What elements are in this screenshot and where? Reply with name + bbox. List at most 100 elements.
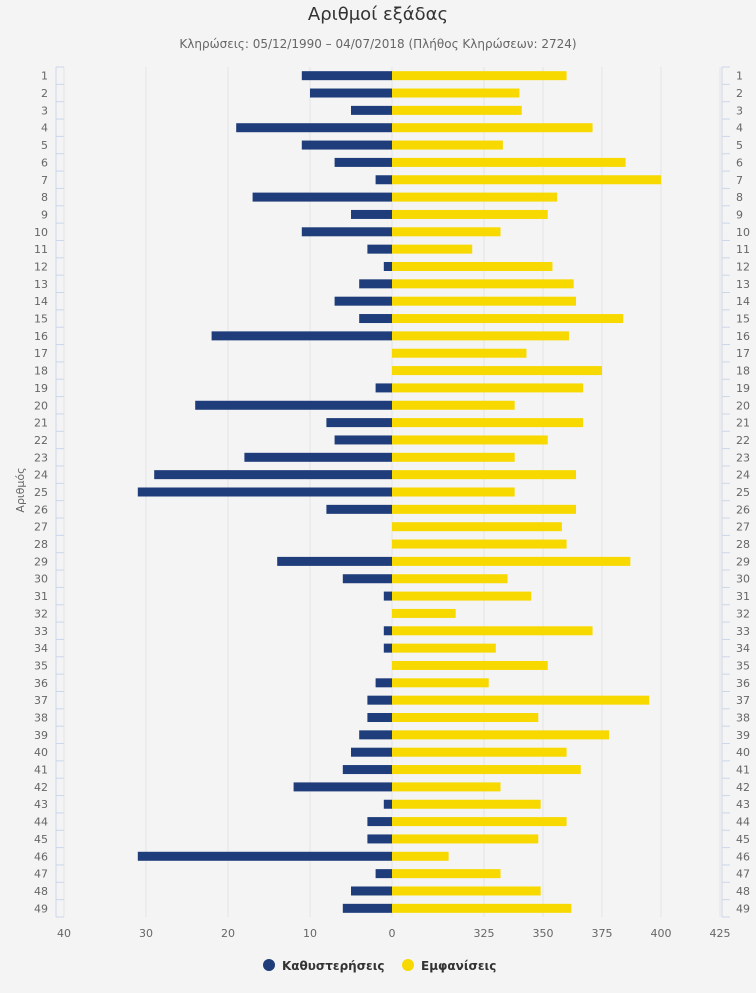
category-label-left: 35 — [34, 659, 48, 672]
bar-delay[interactable] — [351, 209, 392, 219]
bar-appearance[interactable] — [392, 626, 593, 636]
bar-appearance[interactable] — [392, 782, 501, 792]
bar-appearance[interactable] — [392, 799, 541, 809]
bar-appearance[interactable] — [392, 608, 456, 618]
bar-delay[interactable] — [334, 157, 392, 167]
bar-appearance[interactable] — [392, 869, 501, 879]
bar-delay[interactable] — [293, 782, 392, 792]
bar-appearance[interactable] — [392, 695, 650, 705]
bar-appearance[interactable] — [392, 296, 577, 306]
bar-appearance[interactable] — [392, 903, 572, 913]
bar-delay[interactable] — [375, 869, 392, 879]
bar-delay[interactable] — [301, 140, 392, 150]
bar-delay[interactable] — [277, 556, 392, 566]
legend[interactable]: Καθυστερήσεις Εμφανίσεις — [263, 959, 496, 973]
bar-appearance[interactable] — [392, 765, 581, 775]
bar-appearance[interactable] — [392, 851, 449, 861]
bar-delay[interactable] — [383, 591, 392, 601]
bar-appearance[interactable] — [392, 452, 515, 462]
bar-delay[interactable] — [326, 504, 392, 514]
bar-delay[interactable] — [195, 400, 392, 410]
bar-delay[interactable] — [211, 331, 392, 341]
bar-delay[interactable] — [342, 903, 392, 913]
bar-delay[interactable] — [383, 626, 392, 636]
bar-delay[interactable] — [137, 851, 392, 861]
bar-delay[interactable] — [383, 799, 392, 809]
bar-appearance[interactable] — [392, 539, 567, 549]
bar-delay[interactable] — [375, 383, 392, 393]
bar-delay[interactable] — [351, 105, 392, 115]
bar-appearance[interactable] — [392, 71, 567, 81]
bar-appearance[interactable] — [392, 227, 501, 237]
bar-delay[interactable] — [326, 418, 392, 428]
bar-appearance[interactable] — [392, 730, 610, 740]
bar-delay[interactable] — [342, 574, 392, 584]
bar-appearance[interactable] — [392, 487, 515, 497]
bar-delay[interactable] — [359, 279, 392, 289]
bar-appearance[interactable] — [392, 88, 520, 98]
bar-appearance[interactable] — [392, 504, 577, 514]
bar-delay[interactable] — [252, 192, 392, 202]
bar-delay[interactable] — [351, 747, 392, 757]
bar-appearance[interactable] — [392, 817, 567, 827]
bar-appearance[interactable] — [392, 157, 626, 167]
category-label-right: 22 — [736, 434, 750, 447]
bar-appearance[interactable] — [392, 574, 508, 584]
bar-delay[interactable] — [359, 314, 392, 324]
bar-delay[interactable] — [383, 643, 392, 653]
category-label-left: 40 — [34, 746, 48, 759]
bar-delay[interactable] — [137, 487, 392, 497]
category-label-right: 45 — [736, 833, 750, 846]
bar-appearance[interactable] — [392, 314, 624, 324]
bar-delay[interactable] — [367, 817, 392, 827]
bar-appearance[interactable] — [392, 175, 661, 185]
bar-appearance[interactable] — [392, 522, 562, 532]
bar-delay[interactable] — [301, 71, 392, 81]
bar-appearance[interactable] — [392, 435, 548, 445]
bar-appearance[interactable] — [392, 418, 584, 428]
bar-delay[interactable] — [154, 470, 392, 480]
bar-appearance[interactable] — [392, 279, 574, 289]
bar-appearance[interactable] — [392, 105, 522, 115]
bar-appearance[interactable] — [392, 713, 539, 723]
bar-delay[interactable] — [334, 296, 392, 306]
bar-delay[interactable] — [301, 227, 392, 237]
bar-appearance[interactable] — [392, 140, 503, 150]
bar-appearance[interactable] — [392, 244, 473, 254]
bar-appearance[interactable] — [392, 366, 602, 376]
bar-appearance[interactable] — [392, 556, 631, 566]
bar-delay[interactable] — [375, 175, 392, 185]
bar-delay[interactable] — [359, 730, 392, 740]
bar-appearance[interactable] — [392, 591, 532, 601]
bar-appearance[interactable] — [392, 470, 577, 480]
bar-appearance[interactable] — [392, 678, 489, 688]
bar-appearance[interactable] — [392, 192, 558, 202]
bar-appearance[interactable] — [392, 348, 527, 358]
bar-delay[interactable] — [367, 834, 392, 844]
bar-appearance[interactable] — [392, 331, 569, 341]
legend-item-appearances[interactable]: Εμφανίσεις — [402, 959, 496, 973]
bar-appearance[interactable] — [392, 209, 548, 219]
bar-delay[interactable] — [342, 765, 392, 775]
bar-appearance[interactable] — [392, 123, 593, 133]
bar-appearance[interactable] — [392, 747, 567, 757]
bar-delay[interactable] — [351, 886, 392, 896]
bar-delay[interactable] — [244, 452, 392, 462]
bar-delay[interactable] — [334, 435, 392, 445]
legend-item-delays[interactable]: Καθυστερήσεις — [263, 959, 385, 973]
bar-delay[interactable] — [367, 713, 392, 723]
bar-delay[interactable] — [375, 678, 392, 688]
bar-appearance[interactable] — [392, 400, 515, 410]
bar-appearance[interactable] — [392, 834, 539, 844]
bar-appearance[interactable] — [392, 886, 541, 896]
bar-delay[interactable] — [236, 123, 392, 133]
bar-delay[interactable] — [383, 261, 392, 271]
bar-appearance[interactable] — [392, 660, 548, 670]
bar-appearance[interactable] — [392, 383, 584, 393]
chart-subtitle: Κληρώσεις: 05/12/1990 – 04/07/2018 (Πλήθ… — [179, 37, 576, 51]
bar-appearance[interactable] — [392, 261, 553, 271]
bar-delay[interactable] — [367, 244, 392, 254]
bar-delay[interactable] — [367, 695, 392, 705]
bar-delay[interactable] — [310, 88, 392, 98]
bar-appearance[interactable] — [392, 643, 496, 653]
